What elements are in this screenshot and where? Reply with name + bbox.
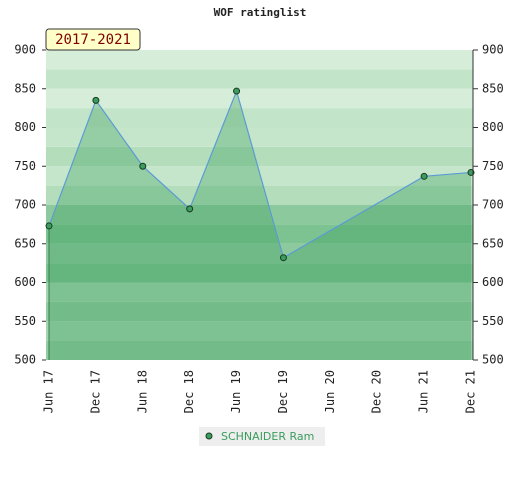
y-tick-label: 850 [14, 81, 36, 95]
x-tick-label: Jun 18 [135, 370, 149, 413]
point [420, 172, 428, 180]
x-tick-label: Dec 17 [88, 370, 102, 413]
y-tick-label: 750 [14, 159, 36, 173]
background-band [46, 185, 473, 205]
x-tick-label: Dec 21 [464, 370, 478, 413]
legend-marker [205, 432, 213, 440]
background-band [46, 50, 473, 70]
y-tick-label: 550 [14, 314, 36, 328]
y2-tick-label: 650 [482, 236, 504, 250]
y2-tick-label: 550 [482, 314, 504, 328]
annotation-box [45, 28, 141, 51]
point [92, 96, 100, 104]
x-tick-label: Dec 20 [370, 370, 384, 413]
y-tick-label: 500 [14, 353, 36, 367]
background-band [46, 301, 473, 322]
background-band [46, 88, 473, 109]
y2-tick-label: 600 [482, 275, 504, 289]
point [186, 205, 194, 213]
x-tick-label: Jun 21 [417, 370, 431, 413]
x-tick-label: Jun 19 [229, 370, 243, 413]
point [233, 87, 241, 95]
background-band [46, 127, 473, 147]
legend-box [199, 427, 325, 446]
line [48, 89, 472, 259]
plot-area [45, 50, 475, 360]
annotation: 2017-2021 [55, 32, 131, 48]
y-tick-label: 650 [14, 236, 36, 250]
legend-label: SCHNAIDER Ram [221, 430, 314, 443]
background-band [46, 321, 473, 341]
y2-tick-label: 750 [482, 159, 504, 173]
y2-tick-label: 500 [482, 353, 504, 367]
area [49, 91, 471, 360]
chart-title: WOF ratinglist [214, 6, 307, 19]
background-band [46, 263, 473, 283]
y2-tick-label: 850 [482, 81, 504, 95]
y-tick-label: 600 [14, 275, 36, 289]
x-tick-label: Dec 19 [276, 370, 290, 413]
y-tick-label: 800 [14, 120, 36, 134]
y-tick-label: 700 [14, 198, 36, 212]
y2-tick-label: 900 [482, 43, 504, 57]
y2-tick-label: 700 [482, 198, 504, 212]
background-band [46, 146, 473, 167]
point [279, 254, 287, 262]
background-band [46, 243, 473, 264]
background-band [46, 340, 473, 360]
background-band [46, 166, 473, 186]
y2-tick-label: 800 [482, 120, 504, 134]
x-tick-label: Jun 17 [42, 370, 56, 413]
background-band [46, 108, 473, 128]
x-tick-label: Jun 20 [323, 370, 337, 413]
point [139, 162, 147, 170]
background-band [46, 282, 473, 302]
y-tick-label: 900 [14, 43, 36, 57]
point [45, 222, 53, 230]
background-band [46, 224, 473, 244]
background-band [46, 69, 473, 89]
x-tick-label: Dec 18 [182, 370, 196, 413]
